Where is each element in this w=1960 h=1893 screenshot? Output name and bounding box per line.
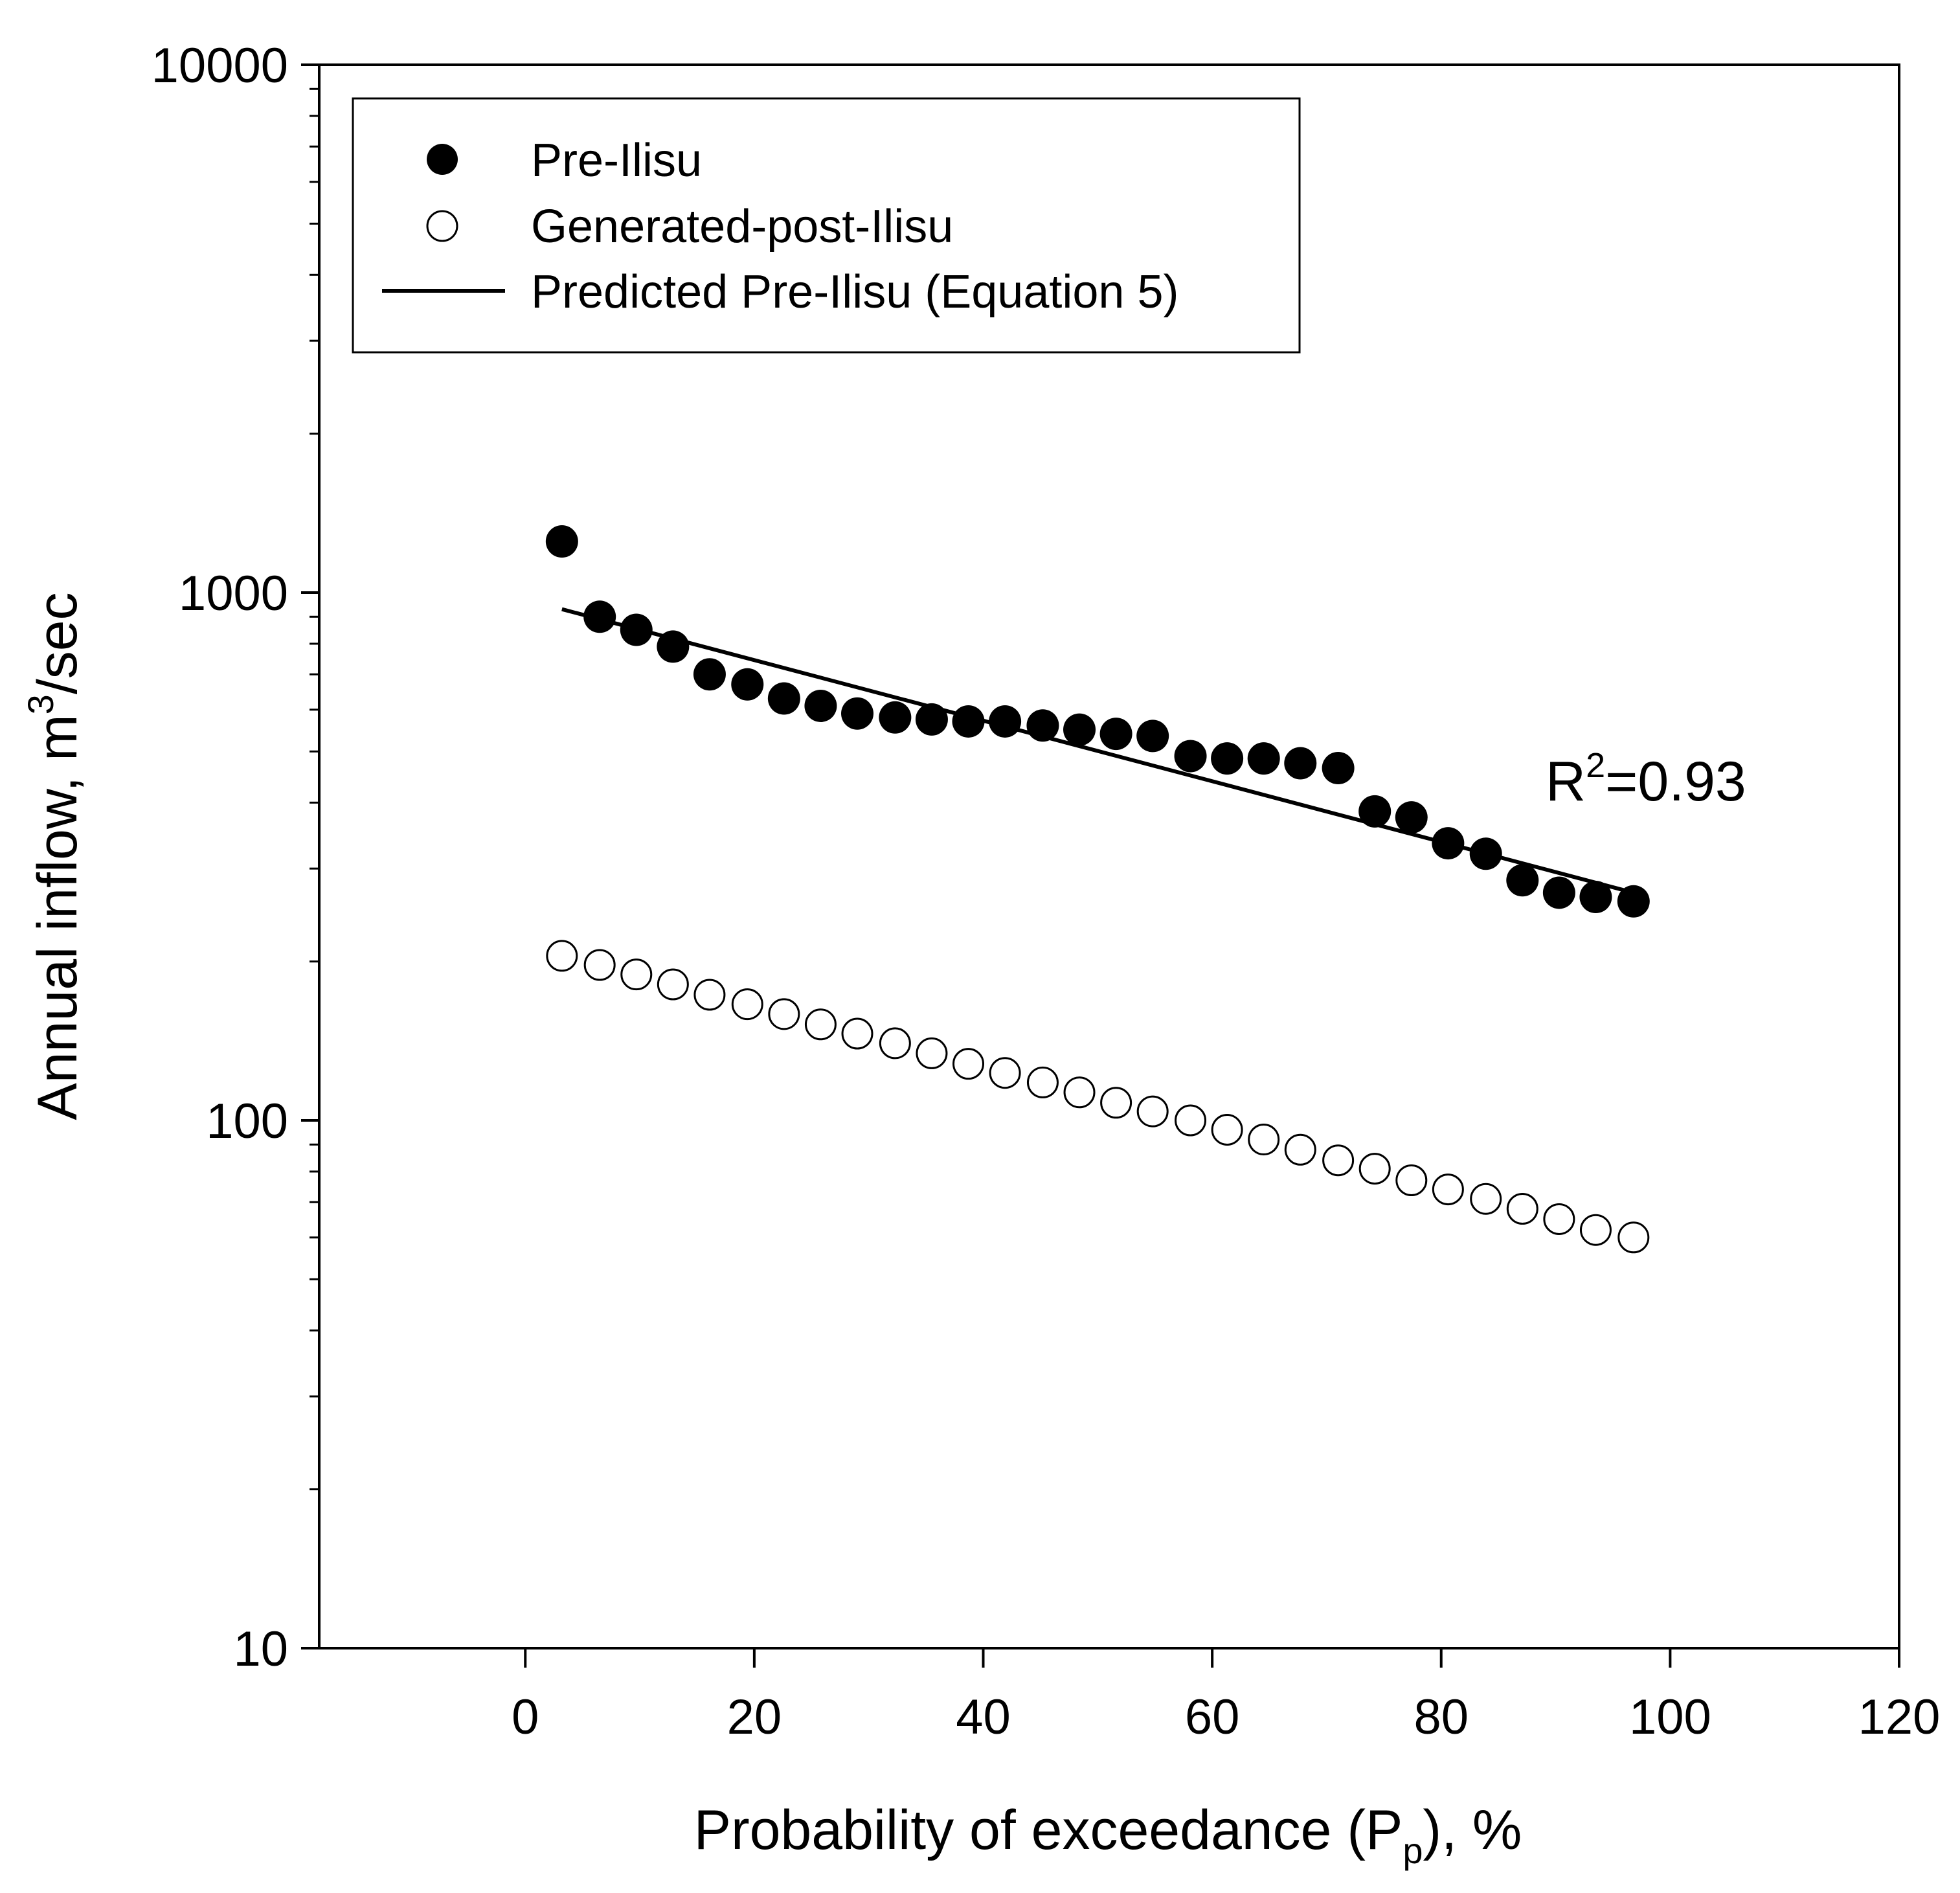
generated-post-ilisu-point: [620, 958, 653, 991]
pre-ilisu-point: [1099, 718, 1132, 751]
pre-ilisu-point: [620, 613, 653, 646]
y-tick-label: 1000: [179, 566, 288, 621]
pre-ilisu-point: [879, 701, 912, 734]
legend-box: [352, 97, 1301, 354]
pre-ilisu-point: [1506, 864, 1539, 897]
generated-post-ilisu-point: [1136, 1095, 1169, 1128]
pre-ilisu-point: [1322, 752, 1355, 785]
pre-ilisu-point: [1063, 713, 1096, 746]
pre-ilisu-point: [1432, 827, 1465, 860]
pre-ilisu-point: [1395, 801, 1428, 834]
generated-post-ilisu-point: [1100, 1087, 1132, 1119]
x-tick-label: 0: [512, 1690, 539, 1745]
legend-label-predicted: Predicted Pre-Ilisu (Equation 5): [531, 266, 1178, 318]
generated-post-ilisu-point: [952, 1048, 985, 1080]
y-axis-ticks: 10 100 1000 10000: [152, 38, 319, 1677]
generated-post-ilisu-point: [1395, 1164, 1428, 1197]
pre-ilisu-point: [841, 697, 874, 730]
pre-ilisu-point: [1358, 795, 1391, 828]
x-tick-label: 20: [727, 1690, 782, 1745]
generated-post-ilisu-point: [1248, 1124, 1280, 1156]
generated-post-ilisu-point: [1543, 1203, 1575, 1235]
pre-ilisu-point: [1247, 742, 1280, 775]
generated-post-ilisu-point: [657, 968, 689, 1001]
r-squared-annotation: R2=0.93: [1546, 746, 1746, 813]
generated-post-ilisu-point: [546, 940, 578, 972]
generated-post-ilisu-point: [1432, 1173, 1464, 1206]
pre-ilisu-point: [1211, 742, 1244, 775]
legend-marker-pre-ilisu: [427, 144, 458, 175]
generated-post-ilisu-point: [1358, 1153, 1391, 1185]
pre-ilisu-point: [731, 668, 764, 701]
generated-post-ilisu-point: [1322, 1144, 1355, 1177]
pre-ilisu-point: [952, 705, 985, 738]
generated-post-ilisu-point: [804, 1008, 837, 1041]
generated-post-ilisu-point: [916, 1037, 948, 1069]
pre-ilisu-point: [657, 630, 690, 663]
y-axis-title: Annual inflow, m3/sec: [20, 592, 89, 1120]
generated-post-ilisu-point: [1579, 1214, 1612, 1246]
generated-post-ilisu-point: [1506, 1193, 1538, 1225]
x-tick-label: 80: [1414, 1690, 1469, 1745]
generated-post-ilisu-point: [1063, 1076, 1096, 1109]
legend-label-pre-ilisu: Pre-Ilisu: [531, 135, 702, 187]
pre-ilisu-point: [1469, 837, 1502, 870]
x-axis-ticks: 0 20 40 60 80 100 120: [512, 1648, 1940, 1745]
pre-ilisu-point: [693, 658, 726, 691]
generated-post-ilisu-point: [1175, 1104, 1207, 1137]
pre-ilisu-point: [1136, 720, 1169, 753]
generated-post-ilisu-point: [989, 1057, 1021, 1089]
pre-ilisu-point: [545, 525, 578, 558]
generated-post-ilisu-point: [1284, 1133, 1316, 1166]
generated-post-ilisu-point: [1026, 1066, 1059, 1098]
generated-post-ilisu-point: [1617, 1221, 1650, 1254]
generated-post-ilisu-point: [768, 998, 800, 1030]
pre-ilisu-point: [804, 689, 837, 722]
pre-ilisu-point: [989, 705, 1022, 738]
pre-ilisu-point: [1026, 709, 1059, 742]
legend-label-generated-post-ilisu: Generated-post-Ilisu: [531, 201, 953, 253]
y-tick-label: 10000: [152, 38, 288, 93]
pre-ilisu-point: [1579, 881, 1612, 914]
pre-ilisu-point: [1174, 740, 1207, 773]
pre-ilisu-point: [1284, 747, 1317, 780]
legend: Pre-Ilisu Generated-post-Ilisu Predicted…: [352, 97, 1301, 354]
x-tick-label: 40: [956, 1690, 1011, 1745]
x-axis-title: Probability of exceedance (Pp), %: [694, 1799, 1522, 1871]
plot-frame: [318, 63, 1900, 1649]
generated-post-ilisu-point: [583, 949, 616, 981]
pre-ilisu-point: [1617, 885, 1650, 918]
pre-ilisu-point: [915, 703, 948, 736]
legend-marker-generated-post-ilisu: [426, 210, 458, 242]
y-tick-label: 10: [233, 1622, 288, 1677]
x-tick-label: 120: [1858, 1690, 1941, 1745]
x-tick-label: 100: [1629, 1690, 1711, 1745]
generated-post-ilisu-point: [1211, 1113, 1243, 1146]
pre-ilisu-point: [583, 600, 616, 633]
x-tick-label: 60: [1185, 1690, 1240, 1745]
generated-post-ilisu-point: [693, 979, 726, 1011]
generated-post-ilisu-point: [841, 1017, 873, 1050]
series-layer: [545, 525, 1650, 1254]
generated-post-ilisu-point: [1470, 1183, 1502, 1215]
pre-ilisu-point: [1542, 876, 1575, 909]
pre-ilisu-point: [767, 682, 800, 715]
generated-post-ilisu-point: [731, 988, 763, 1021]
generated-post-ilisu-point: [879, 1027, 911, 1060]
y-tick-label: 100: [206, 1094, 288, 1149]
